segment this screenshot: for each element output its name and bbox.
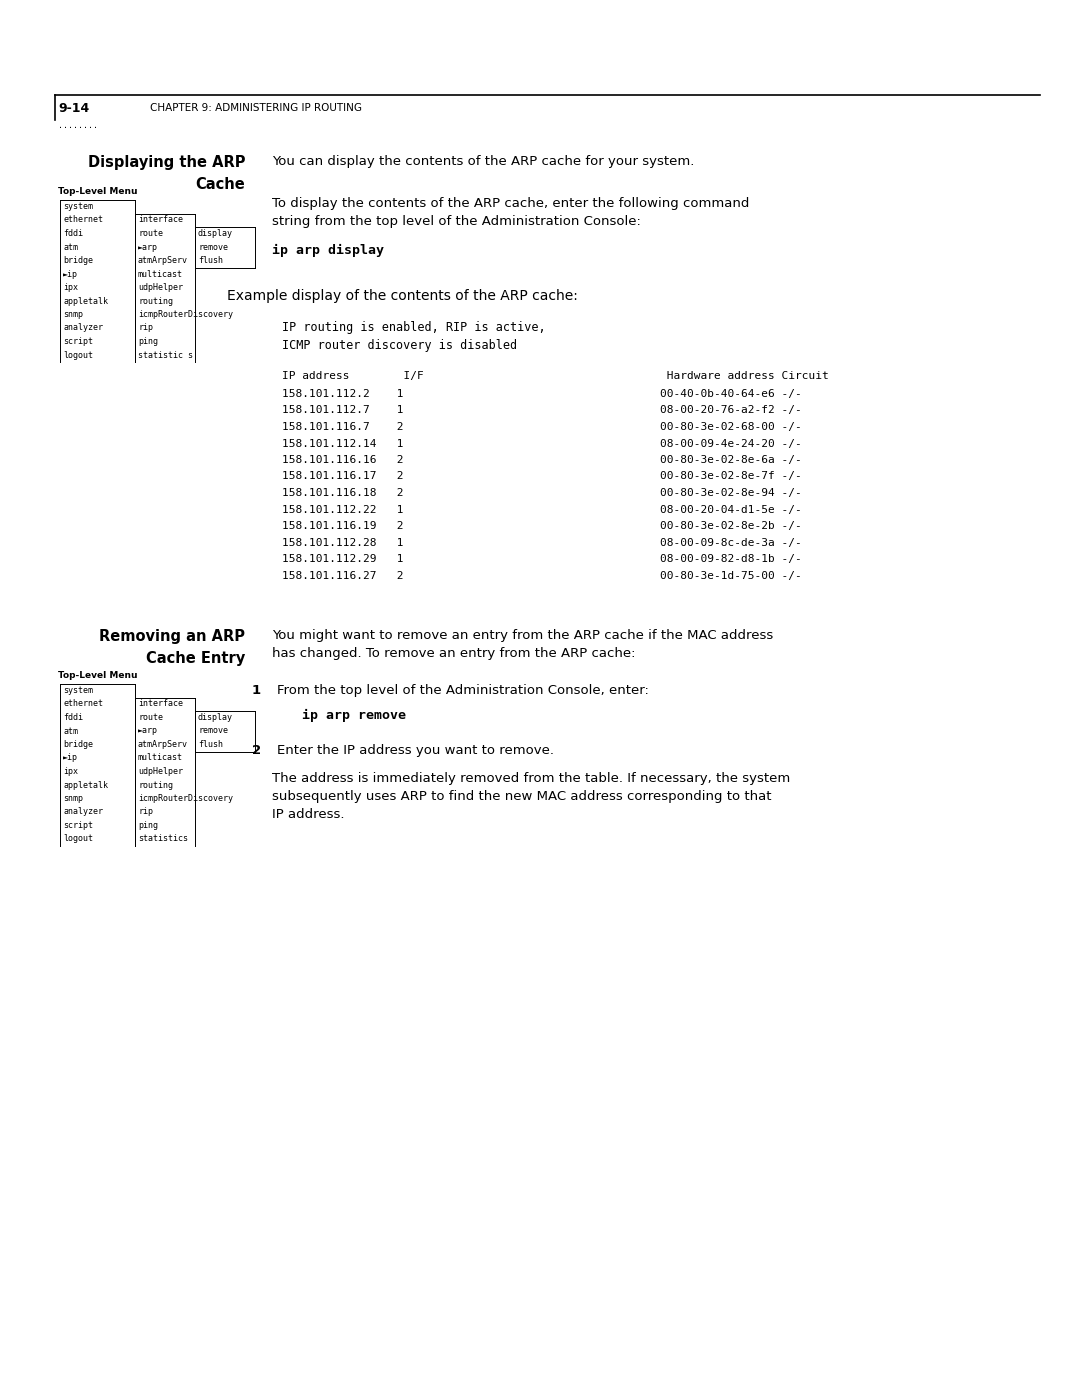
Text: From the top level of the Administration Console, enter:: From the top level of the Administration…: [276, 685, 649, 697]
Text: ipx: ipx: [63, 284, 78, 292]
Text: ICMP router discovery is disabled: ICMP router discovery is disabled: [282, 339, 517, 352]
Text: 158.101.112.7    1                                      08-00-20-76-a2-f2 -/-: 158.101.112.7 1 08-00-20-76-a2-f2 -/-: [282, 405, 801, 415]
Text: remove: remove: [198, 243, 228, 251]
Text: ethernet: ethernet: [63, 700, 103, 708]
Text: ip arp display: ip arp display: [272, 244, 384, 257]
Text: Removing an ARP: Removing an ARP: [99, 629, 245, 644]
Text: route: route: [138, 712, 163, 722]
Text: ►arp: ►arp: [138, 726, 158, 735]
Text: 158.101.112.28   1                                      08-00-09-8c-de-3a -/-: 158.101.112.28 1 08-00-09-8c-de-3a -/-: [282, 538, 801, 548]
Text: system: system: [63, 203, 93, 211]
Text: logout: logout: [63, 834, 93, 844]
Text: 158.101.116.16   2                                      00-80-3e-02-8e-6a -/-: 158.101.116.16 2 00-80-3e-02-8e-6a -/-: [282, 455, 801, 465]
Text: analyzer: analyzer: [63, 324, 103, 332]
Text: analyzer: analyzer: [63, 807, 103, 816]
Text: ►ip: ►ip: [63, 270, 78, 278]
Text: You might want to remove an entry from the ARP cache if the MAC address: You might want to remove an entry from t…: [272, 629, 773, 643]
Text: statistics: statistics: [138, 834, 188, 844]
Text: logout: logout: [63, 351, 93, 359]
Text: Cache Entry: Cache Entry: [146, 651, 245, 666]
Text: IP routing is enabled, RIP is active,: IP routing is enabled, RIP is active,: [282, 321, 545, 334]
Text: appletalk: appletalk: [63, 781, 108, 789]
Text: interface: interface: [138, 215, 183, 225]
Text: Example display of the contents of the ARP cache:: Example display of the contents of the A…: [227, 289, 578, 303]
Text: route: route: [138, 229, 163, 237]
Text: remove: remove: [198, 726, 228, 735]
Text: ►arp: ►arp: [138, 243, 158, 251]
Text: Enter the IP address you want to remove.: Enter the IP address you want to remove.: [276, 745, 554, 757]
Text: fddi: fddi: [63, 712, 83, 722]
Text: Top-Level Menu: Top-Level Menu: [58, 671, 137, 680]
Text: ethernet: ethernet: [63, 215, 103, 225]
Text: system: system: [63, 686, 93, 694]
Text: atm: atm: [63, 726, 78, 735]
Text: atmArpServ: atmArpServ: [138, 256, 188, 265]
Text: ping: ping: [138, 821, 158, 830]
Text: string from the top level of the Administration Console:: string from the top level of the Adminis…: [272, 215, 640, 228]
Text: 2: 2: [252, 745, 261, 757]
Text: has changed. To remove an entry from the ARP cache:: has changed. To remove an entry from the…: [272, 647, 635, 659]
Text: 158.101.116.7    2                                      00-80-3e-02-68-00 -/-: 158.101.116.7 2 00-80-3e-02-68-00 -/-: [282, 422, 801, 432]
Text: bridge: bridge: [63, 740, 93, 749]
Text: ipx: ipx: [63, 767, 78, 775]
Text: multicast: multicast: [138, 753, 183, 763]
Text: ip arp remove: ip arp remove: [302, 710, 406, 722]
Text: routing: routing: [138, 781, 173, 789]
Text: flush: flush: [198, 740, 222, 749]
Text: 158.101.116.17   2                                      00-80-3e-02-8e-7f -/-: 158.101.116.17 2 00-80-3e-02-8e-7f -/-: [282, 472, 801, 482]
Text: snmp: snmp: [63, 310, 83, 319]
Text: fddi: fddi: [63, 229, 83, 237]
Text: ping: ping: [138, 337, 158, 346]
Text: To display the contents of the ARP cache, enter the following command: To display the contents of the ARP cache…: [272, 197, 750, 210]
Text: display: display: [198, 229, 233, 237]
Text: 9-14: 9-14: [58, 102, 90, 115]
Text: Cache: Cache: [195, 177, 245, 191]
Text: 158.101.112.14   1                                      08-00-09-4e-24-20 -/-: 158.101.112.14 1 08-00-09-4e-24-20 -/-: [282, 439, 801, 448]
Text: icmpRouterDiscovery: icmpRouterDiscovery: [138, 310, 233, 319]
Text: routing: routing: [138, 296, 173, 306]
Text: multicast: multicast: [138, 270, 183, 278]
Text: flush: flush: [198, 256, 222, 265]
Text: appletalk: appletalk: [63, 296, 108, 306]
Text: interface: interface: [138, 700, 183, 708]
Text: ►ip: ►ip: [63, 753, 78, 763]
Text: 158.101.116.18   2                                      00-80-3e-02-8e-94 -/-: 158.101.116.18 2 00-80-3e-02-8e-94 -/-: [282, 488, 801, 497]
Text: script: script: [63, 337, 93, 346]
Text: statistic s: statistic s: [138, 351, 193, 359]
Text: rip: rip: [138, 324, 153, 332]
Text: udpHelper: udpHelper: [138, 767, 183, 775]
Text: You can display the contents of the ARP cache for your system.: You can display the contents of the ARP …: [272, 155, 694, 168]
Text: 158.101.116.19   2                                      00-80-3e-02-8e-2b -/-: 158.101.116.19 2 00-80-3e-02-8e-2b -/-: [282, 521, 801, 531]
Text: rip: rip: [138, 807, 153, 816]
Text: atmArpServ: atmArpServ: [138, 740, 188, 749]
Text: bridge: bridge: [63, 256, 93, 265]
Text: IP address.: IP address.: [272, 807, 345, 821]
Text: Top-Level Menu: Top-Level Menu: [58, 187, 137, 196]
Text: udpHelper: udpHelper: [138, 284, 183, 292]
Text: icmpRouterDiscovery: icmpRouterDiscovery: [138, 793, 233, 803]
Text: Displaying the ARP: Displaying the ARP: [87, 155, 245, 170]
Text: ........: ........: [58, 120, 98, 130]
Text: script: script: [63, 821, 93, 830]
Text: IP address        I/F                                    Hardware address Circui: IP address I/F Hardware address Circui: [282, 372, 828, 381]
Text: CHAPTER 9: ADMINISTERING IP ROUTING: CHAPTER 9: ADMINISTERING IP ROUTING: [150, 103, 362, 113]
Text: display: display: [198, 712, 233, 722]
Text: atm: atm: [63, 243, 78, 251]
Text: 158.101.112.29   1                                      08-00-09-82-d8-1b -/-: 158.101.112.29 1 08-00-09-82-d8-1b -/-: [282, 555, 801, 564]
Text: 158.101.112.2    1                                      00-40-0b-40-64-e6 -/-: 158.101.112.2 1 00-40-0b-40-64-e6 -/-: [282, 388, 801, 400]
Text: 158.101.112.22   1                                      08-00-20-04-d1-5e -/-: 158.101.112.22 1 08-00-20-04-d1-5e -/-: [282, 504, 801, 514]
Text: snmp: snmp: [63, 793, 83, 803]
Text: subsequently uses ARP to find the new MAC address corresponding to that: subsequently uses ARP to find the new MA…: [272, 789, 771, 803]
Text: 158.101.116.27   2                                      00-80-3e-1d-75-00 -/-: 158.101.116.27 2 00-80-3e-1d-75-00 -/-: [282, 570, 801, 581]
Text: 1: 1: [252, 685, 261, 697]
Text: The address is immediately removed from the table. If necessary, the system: The address is immediately removed from …: [272, 773, 791, 785]
